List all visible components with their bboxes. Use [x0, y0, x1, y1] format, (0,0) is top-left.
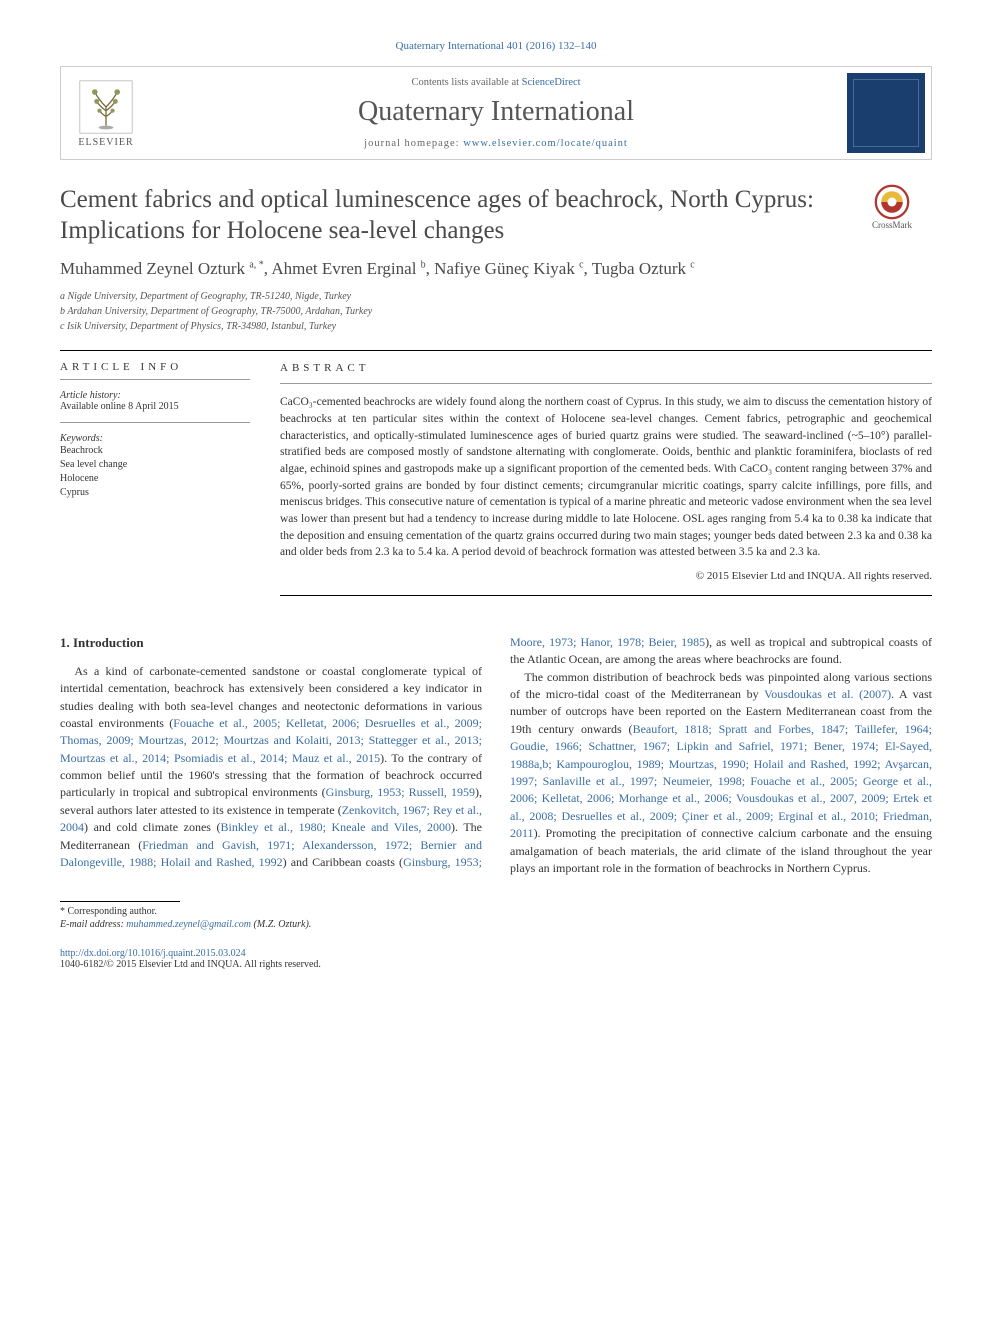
- crossmark-badge[interactable]: CrossMark: [852, 184, 932, 230]
- tree-icon: [78, 79, 134, 135]
- keyword: Beachrock: [60, 444, 250, 458]
- history-line: Available online 8 April 2015: [60, 401, 250, 412]
- sciencedirect-link[interactable]: ScienceDirect: [522, 77, 581, 88]
- affiliation-line: c Isik University, Department of Physics…: [60, 320, 932, 334]
- citation-link[interactable]: Beaufort, 1818; Spratt and Forbes, 1847;…: [510, 722, 932, 840]
- homepage-prefix: journal homepage:: [364, 138, 463, 149]
- journal-name: Quaternary International: [159, 96, 833, 128]
- contents-prefix: Contents lists available at: [411, 77, 521, 88]
- doi-link[interactable]: http://dx.doi.org/10.1016/j.quaint.2015.…: [60, 948, 246, 959]
- abstract-text: CaCO₃-cemented beachrocks are widely fou…: [280, 394, 932, 561]
- abstract: ABSTRACT CaCO₃-cemented beachrocks are w…: [280, 361, 932, 606]
- keywords-heading: Keywords:: [60, 433, 250, 444]
- journal-cover-thumb: [847, 73, 925, 153]
- email-link[interactable]: muhammed.zeynel@gmail.com: [126, 919, 251, 930]
- citation-link[interactable]: Friedman and Gavish, 1971; Alexandersson…: [142, 838, 420, 852]
- article-info: ARTICLE INFO Article history: Available …: [60, 361, 250, 606]
- history-heading: Article history:: [60, 390, 250, 401]
- affiliation-line: a Nigde University, Department of Geogra…: [60, 290, 932, 304]
- article-info-label: ARTICLE INFO: [60, 361, 250, 373]
- citation-link[interactable]: Ginsburg, 1953; Russell, 1959: [326, 785, 475, 799]
- keyword: Cyprus: [60, 486, 250, 500]
- journal-header: ELSEVIER Contents lists available at Sci…: [60, 66, 932, 160]
- doi-block: http://dx.doi.org/10.1016/j.quaint.2015.…: [60, 948, 932, 970]
- authors: Muhammed Zeynel Ozturk a, *, Ahmet Evren…: [60, 257, 932, 281]
- keyword: Sea level change: [60, 458, 250, 472]
- body-text: ). Promoting the precipitation of connec…: [510, 826, 932, 875]
- issn-line: 1040-6182/© 2015 Elsevier Ltd and INQUA.…: [60, 959, 932, 970]
- section-heading: 1. Introduction: [60, 634, 482, 653]
- keyword: Holocene: [60, 472, 250, 486]
- email-label: E-mail address:: [60, 919, 126, 930]
- homepage-link[interactable]: www.elsevier.com/locate/quaint: [463, 138, 628, 149]
- body-text: ) and Caribbean coasts (: [283, 855, 403, 869]
- corresponding-note: * Corresponding author.: [60, 906, 932, 917]
- corresponding-footer: * Corresponding author. E-mail address: …: [60, 901, 932, 930]
- email-author: (M.Z. Ozturk).: [251, 919, 311, 930]
- elsevier-logo: ELSEVIER: [61, 67, 151, 159]
- article-body: 1. Introduction As a kind of carbonate-c…: [60, 634, 932, 877]
- body-text: ) and cold climate zones (: [84, 820, 221, 834]
- citation-header: Quaternary International 401 (2016) 132–…: [60, 40, 932, 52]
- paragraph: The common distribution of beachrock bed…: [510, 669, 932, 878]
- abstract-copyright: © 2015 Elsevier Ltd and INQUA. All right…: [280, 569, 932, 585]
- citation-link[interactable]: Vousdoukas et al. (2007): [764, 687, 891, 701]
- affiliation-line: b Ardahan University, Department of Geog…: [60, 305, 932, 319]
- publisher-brand: ELSEVIER: [78, 137, 133, 148]
- abstract-label: ABSTRACT: [280, 361, 932, 377]
- contents-line: Contents lists available at ScienceDirec…: [159, 77, 833, 88]
- article-title: Cement fabrics and optical luminescence …: [60, 184, 836, 247]
- citation-link[interactable]: Binkley et al., 1980; Kneale and Viles, …: [221, 820, 451, 834]
- crossmark-label: CrossMark: [872, 220, 912, 230]
- homepage-line: journal homepage: www.elsevier.com/locat…: [159, 138, 833, 149]
- affiliations: a Nigde University, Department of Geogra…: [60, 290, 932, 334]
- crossmark-icon: [874, 184, 910, 220]
